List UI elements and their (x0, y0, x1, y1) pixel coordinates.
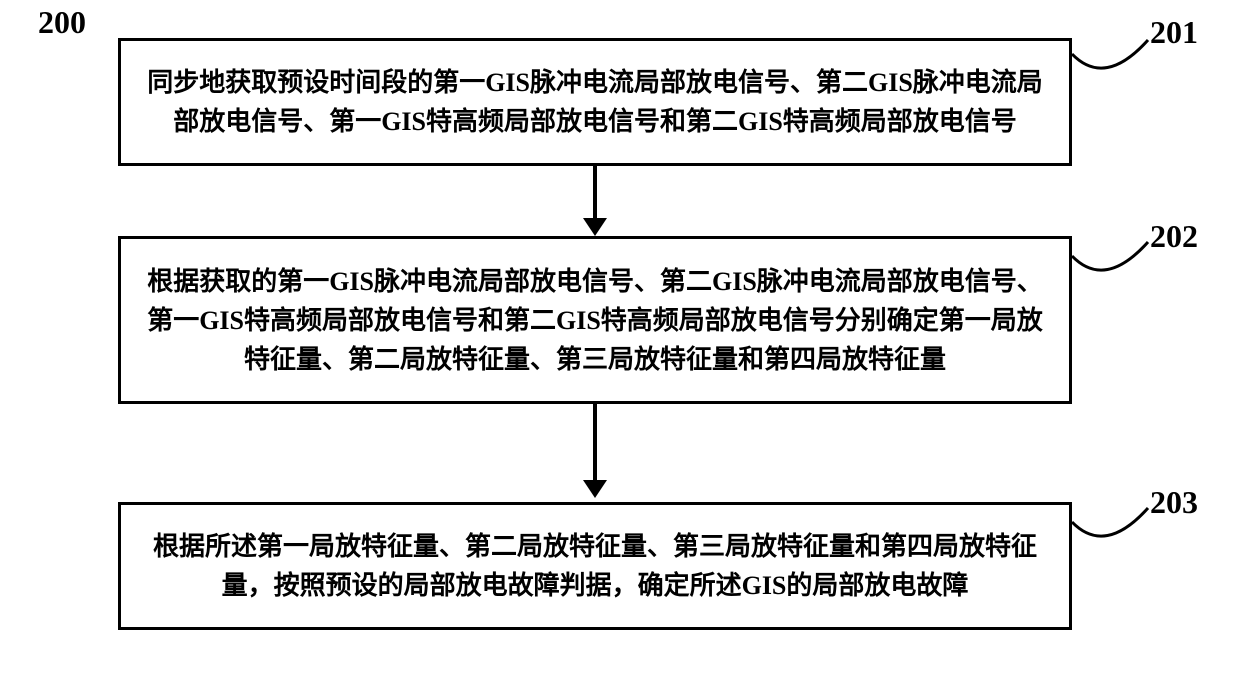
callout-curve-202 (1070, 232, 1160, 292)
callout-curve-201 (1070, 30, 1160, 90)
step-text: 同步地获取预设时间段的第一GIS脉冲电流局部放电信号、第二GIS脉冲电流局部放电… (135, 63, 1055, 141)
arrowhead-1-2 (583, 218, 607, 236)
figure-label-main: 200 (38, 4, 86, 41)
step-text: 根据获取的第一GIS脉冲电流局部放电信号、第二GIS脉冲电流局部放电信号、第一G… (135, 262, 1055, 379)
flowchart-step-2: 根据获取的第一GIS脉冲电流局部放电信号、第二GIS脉冲电流局部放电信号、第一G… (118, 236, 1072, 404)
callout-curve-203 (1070, 498, 1160, 558)
label-text: 200 (38, 4, 86, 40)
arrowhead-2-3 (583, 480, 607, 498)
flowchart-container: 200 201 202 203 同步地获取预设时间段的第一GIS脉冲电流局部放电… (0, 0, 1240, 690)
arrow-line-2-3 (593, 404, 597, 484)
arrow-line-1-2 (593, 166, 597, 222)
flowchart-step-1: 同步地获取预设时间段的第一GIS脉冲电流局部放电信号、第二GIS脉冲电流局部放电… (118, 38, 1072, 166)
step-text: 根据所述第一局放特征量、第二局放特征量、第三局放特征量和第四局放特征量，按照预设… (135, 527, 1055, 605)
flowchart-step-3: 根据所述第一局放特征量、第二局放特征量、第三局放特征量和第四局放特征量，按照预设… (118, 502, 1072, 630)
